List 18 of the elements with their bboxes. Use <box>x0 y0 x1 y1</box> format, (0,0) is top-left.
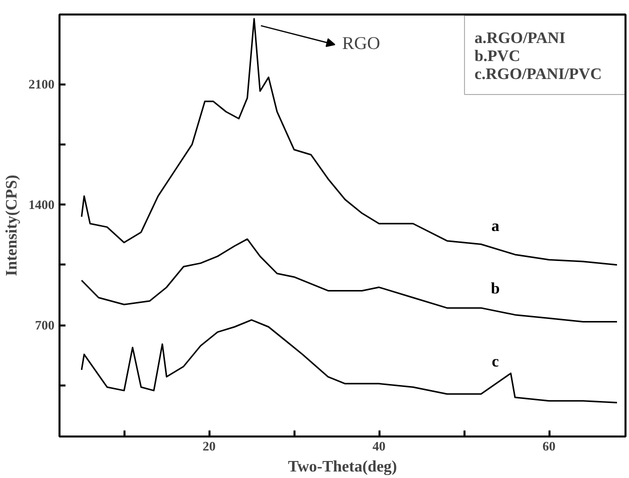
x-tick-label: 20 <box>202 438 216 454</box>
y-tick-label: 1400 <box>28 197 54 212</box>
y-tick-label: 700 <box>35 318 54 333</box>
series-label: b <box>490 280 500 298</box>
series-label: a <box>491 218 500 236</box>
annotation: RGO <box>342 32 380 53</box>
line-series <box>80 319 618 404</box>
annotation: c.RGO/PANI/PVC <box>474 66 602 83</box>
annotation: b.PVC <box>474 48 520 65</box>
y-axis-title: Intensity(CPS) <box>4 174 20 276</box>
line-series <box>80 238 618 322</box>
annotation: a.RGO/PANI <box>474 30 566 47</box>
y-tick-label: 2100 <box>28 76 54 92</box>
line-series <box>80 18 618 266</box>
x-tick-label: 40 <box>372 438 386 454</box>
series-label: c <box>492 354 499 371</box>
x-axis-title: Two-Theta(deg) <box>288 458 398 476</box>
x-tick-label: 60 <box>542 438 556 454</box>
